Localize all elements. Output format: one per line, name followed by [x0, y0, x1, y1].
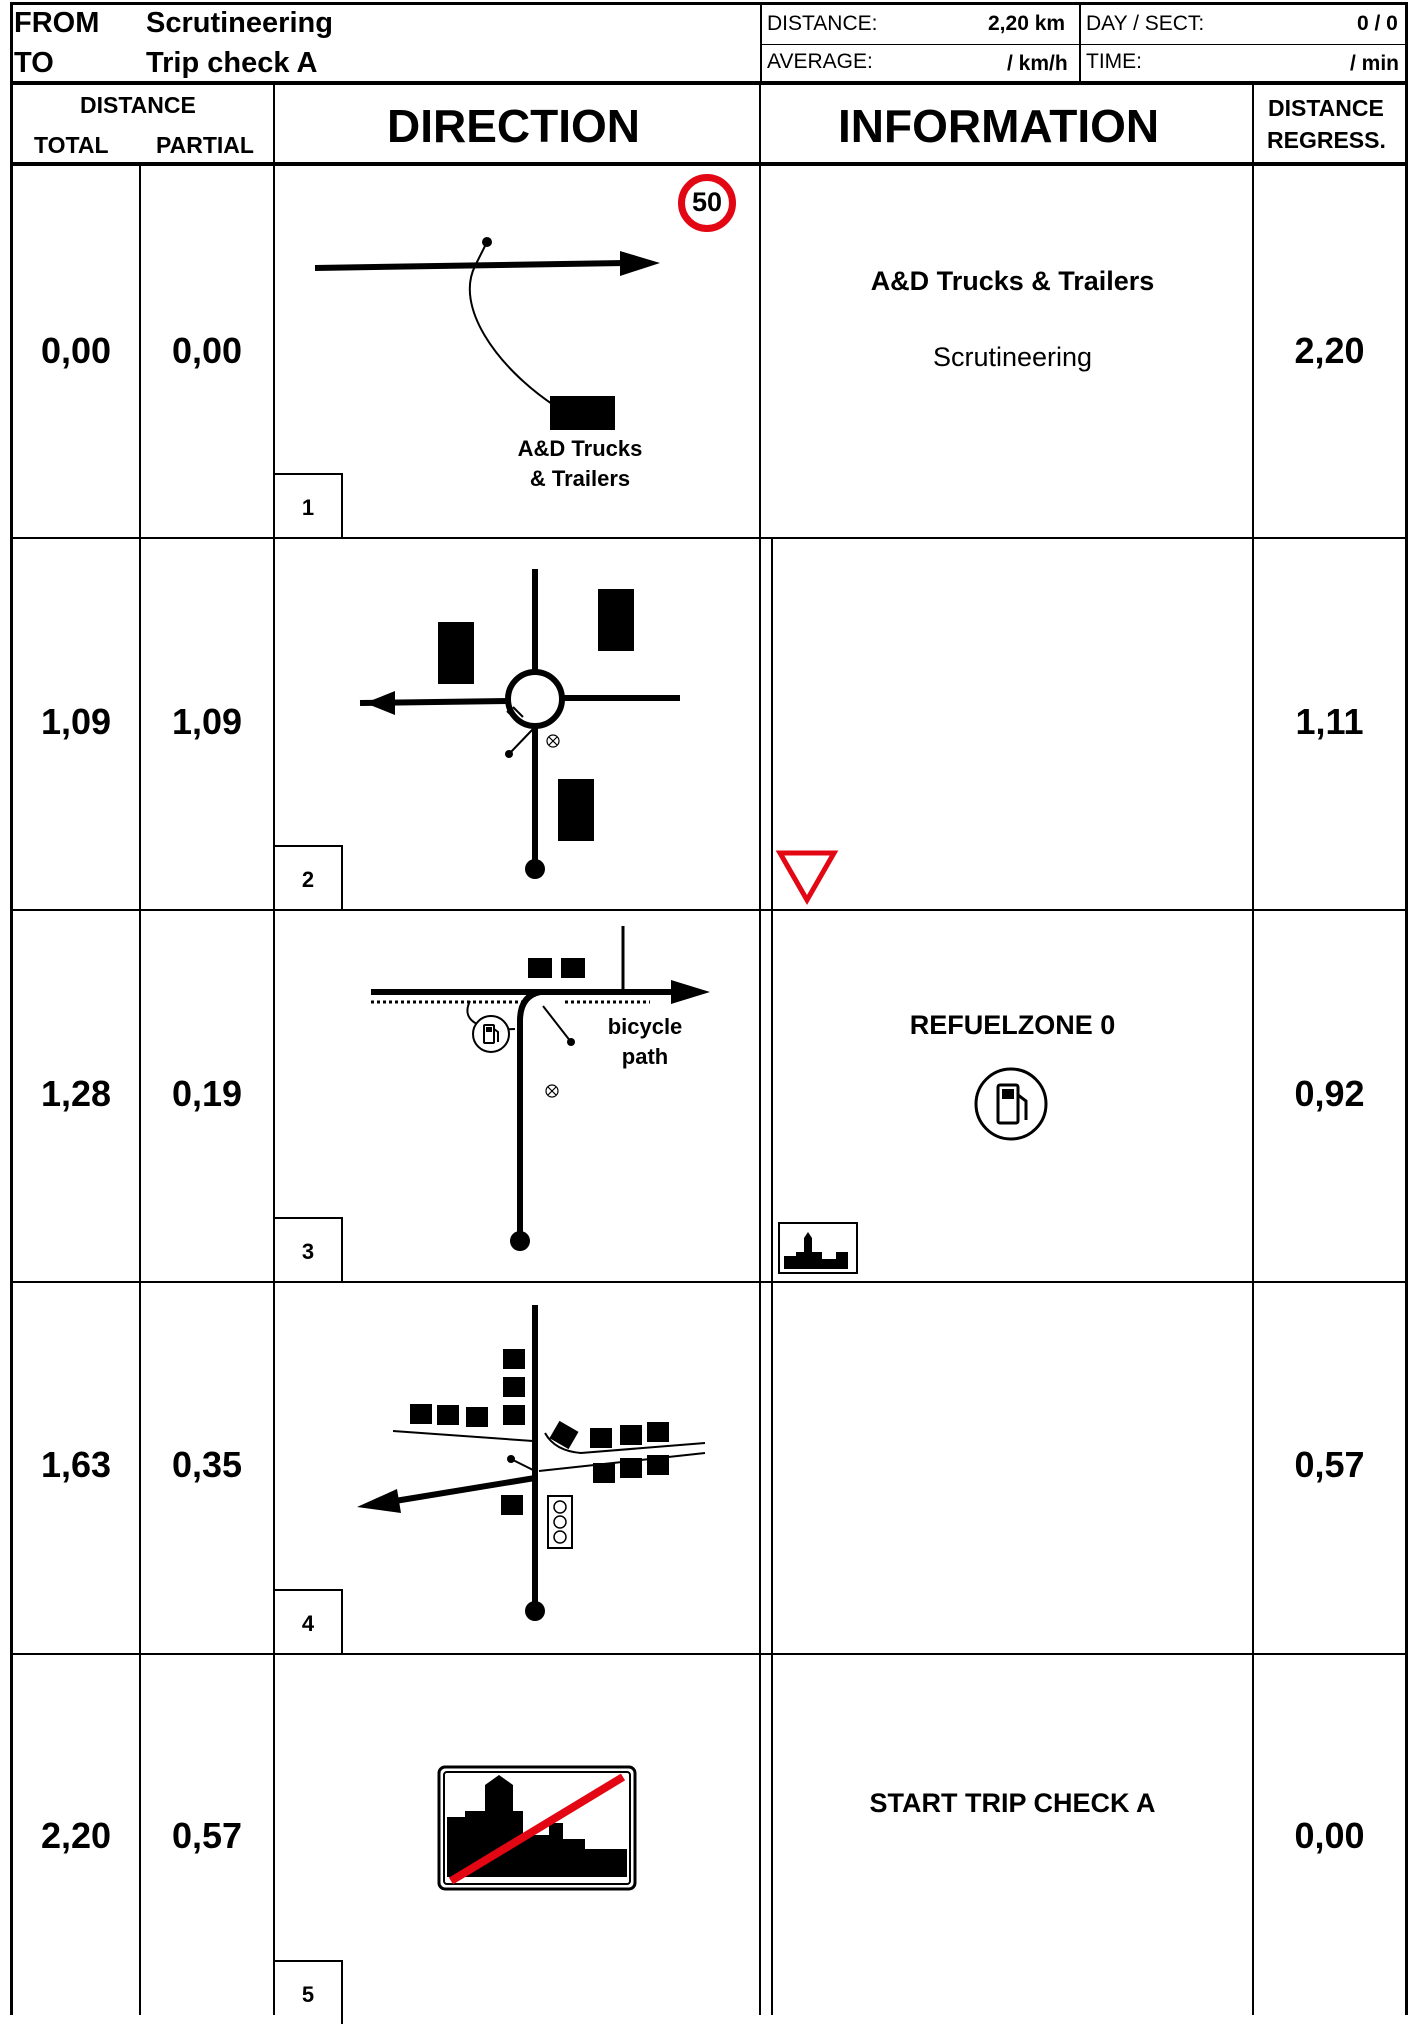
fuel-pump-icon	[974, 1067, 1048, 1141]
total-distance: 1,63	[40, 1444, 112, 1485]
row-number: 1	[275, 473, 343, 537]
total-distance: 2,20	[40, 1815, 112, 1856]
total-column-header: TOTAL	[34, 132, 109, 158]
row-number: 3	[275, 1217, 343, 1281]
partial-distance: 0,00	[171, 330, 243, 371]
crossroads-diagram	[357, 1305, 706, 1621]
time-label: TIME:	[1086, 50, 1142, 73]
direction-column-header: DIRECTION	[387, 100, 640, 152]
from-label: FROM	[14, 7, 100, 39]
town-exit-sign-icon	[437, 1765, 637, 1891]
speed-limit-50-icon	[678, 174, 736, 232]
to-value: Trip check A	[146, 47, 318, 79]
day-sect-value: 0 / 0	[1357, 12, 1398, 35]
regress-distance: 2,20	[1294, 330, 1365, 371]
regress-distance: 0,00	[1294, 1815, 1365, 1856]
row-number: 4	[275, 1589, 343, 1653]
diagram-label-line2: & Trailers	[529, 466, 631, 491]
from-value: Scrutineering	[146, 7, 333, 39]
junction-diagram	[371, 926, 710, 1251]
info-subtitle: Scrutineering	[932, 342, 1093, 372]
speed-limit-value: 50	[691, 187, 723, 217]
info-title: A&D Trucks & Trailers	[870, 266, 1155, 296]
regress-distance: 1,11	[1295, 701, 1364, 742]
row-number: 2	[275, 845, 343, 909]
total-distance: 0,00	[40, 330, 112, 371]
route-diagram	[314, 237, 660, 407]
partial-distance: 0,35	[171, 1444, 243, 1485]
time-value: / min	[1350, 52, 1400, 75]
partial-distance: 0,19	[171, 1073, 243, 1114]
partial-distance: 1,09	[171, 701, 243, 742]
total-distance: 1,09	[40, 701, 112, 742]
give-way-icon	[775, 850, 839, 906]
distance-label: DISTANCE:	[767, 12, 878, 35]
regress-distance: 0,92	[1294, 1073, 1365, 1114]
roundabout-diagram	[359, 569, 680, 879]
average-label: AVERAGE:	[767, 50, 873, 73]
building-icon	[550, 396, 615, 430]
partial-distance: 0,57	[171, 1815, 243, 1856]
day-sect-label: DAY / SECT:	[1086, 12, 1205, 35]
information-column-header: INFORMATION	[838, 100, 1160, 152]
info-title: START TRIP CHECK A	[869, 1788, 1156, 1818]
row-number: 5	[275, 1960, 343, 2024]
average-value: / km/h	[1007, 52, 1068, 75]
regress-column-header-line1: DISTANCE	[1268, 95, 1384, 121]
total-distance: 1,28	[40, 1073, 112, 1114]
distance-value: 2,20 km	[988, 12, 1066, 35]
distance-column-header: DISTANCE	[80, 92, 196, 118]
partial-column-header: PARTIAL	[156, 132, 254, 158]
town-entry-sign-icon	[778, 1222, 858, 1274]
traffic-light-icon	[547, 1495, 573, 1549]
to-label: TO	[14, 47, 54, 79]
fuel-pump-icon	[472, 1015, 510, 1053]
diagram-label-line1: A&D Trucks	[517, 436, 643, 461]
regress-column-header-line2: REGRESS.	[1267, 127, 1386, 153]
regress-distance: 0,57	[1294, 1444, 1365, 1485]
info-title: REFUELZONE 0	[909, 1010, 1116, 1040]
diagram-label-line1: bicycle	[607, 1014, 683, 1039]
diagram-label-line2: path	[621, 1044, 669, 1069]
